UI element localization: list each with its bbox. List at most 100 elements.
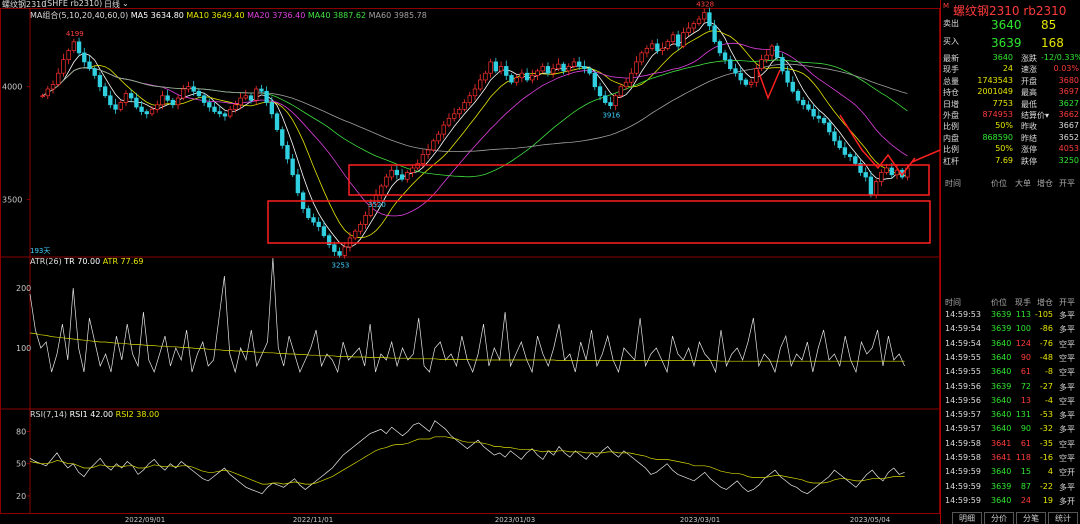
ma-line-ma20 bbox=[42, 42, 908, 217]
quote-value: 4053 bbox=[1058, 144, 1079, 154]
ticks-column-header: 增仓 bbox=[1037, 179, 1053, 188]
candle-body bbox=[420, 154, 426, 164]
candle-body bbox=[212, 106, 217, 112]
day-count-label: 193天 bbox=[30, 247, 50, 255]
candle-body bbox=[128, 93, 134, 99]
trade-row: 14:59:55 3640 61 -8 空平 bbox=[941, 367, 1080, 379]
trade-price: 3640 bbox=[991, 367, 1012, 377]
quote-label: 持仓 bbox=[943, 88, 959, 98]
candle-body bbox=[498, 66, 504, 72]
candle-body bbox=[280, 129, 285, 146]
trade-row: 14:59:53 3639 113 -105 多平 bbox=[941, 310, 1080, 322]
candle-body bbox=[462, 102, 467, 110]
trade-time: 14:59:59 bbox=[945, 495, 981, 505]
quote-value: 2001049 bbox=[977, 87, 1013, 97]
candle-body bbox=[113, 104, 118, 110]
candle-body bbox=[686, 27, 691, 33]
quote-row: 日增 7753 最低 3627 bbox=[941, 99, 1080, 111]
trade-time: 14:59:59 bbox=[945, 467, 981, 477]
candle-body bbox=[56, 72, 61, 85]
candle-body bbox=[681, 32, 686, 47]
rsi-legend-name[interactable]: RSI(7,14) bbox=[30, 410, 70, 419]
exchange-code: (SHFE rb2310) bbox=[44, 0, 103, 8]
candle-body bbox=[712, 25, 717, 42]
quote-row: 总量 1743543 开盘 3680 bbox=[941, 76, 1080, 88]
trade-type: 空平 bbox=[1059, 368, 1075, 378]
ma-line-ma5 bbox=[42, 21, 908, 248]
candle-body bbox=[545, 66, 551, 74]
trade-oi-change: 19 bbox=[1042, 495, 1053, 505]
tab-3[interactable]: 统计 bbox=[1048, 512, 1078, 524]
candle-body bbox=[550, 68, 556, 74]
candle-body bbox=[337, 251, 342, 256]
candle-body bbox=[873, 181, 879, 196]
trade-oi-change: -53 bbox=[1039, 410, 1053, 420]
trade-type: 空平 bbox=[1059, 454, 1075, 463]
trade-volume: 61 bbox=[1020, 367, 1031, 377]
quote-label: 比例 bbox=[943, 122, 959, 132]
trade-oi-change: -8 bbox=[1045, 367, 1053, 377]
candle-body bbox=[368, 203, 373, 216]
quote-row: 杠杆 7.69 跌停 3250 bbox=[941, 156, 1080, 168]
atr-legend: ATR(26) TR 70.00 ATR 77.69 bbox=[30, 257, 143, 266]
candle-body bbox=[405, 172, 410, 180]
candle-body bbox=[102, 86, 108, 97]
trade-oi-change: -16 bbox=[1039, 453, 1053, 462]
candle-body bbox=[181, 88, 186, 99]
price-annotation: 4328 bbox=[696, 1, 714, 9]
candle-body bbox=[274, 113, 280, 130]
tab-2[interactable]: 分笔 bbox=[1016, 512, 1046, 524]
candle-body bbox=[191, 86, 196, 92]
candle-body bbox=[634, 61, 639, 74]
candle-body bbox=[332, 244, 337, 252]
candle-body bbox=[795, 90, 801, 101]
y-tick-label: 3500 bbox=[2, 196, 22, 205]
candle-body bbox=[785, 70, 790, 83]
ma-legend-name[interactable]: MA组合(5,10,20,40,60,0) bbox=[30, 11, 131, 20]
trade-row: 14:59:54 3639 100 -86 多平 bbox=[941, 324, 1080, 336]
ma-legend: MA组合(5,10,20,40,60,0) MA5 3634.80 MA10 3… bbox=[30, 10, 427, 21]
candle-body bbox=[488, 61, 493, 74]
trade-row: 14:59:57 3640 90 -32 多平 bbox=[941, 424, 1080, 436]
quote-value: 3697 bbox=[1058, 87, 1079, 97]
candle-body bbox=[238, 97, 243, 106]
quote-row: 外盘 874953 结算价▾ 3662 bbox=[941, 110, 1080, 122]
tab-0[interactable]: 明细 bbox=[952, 512, 982, 524]
candle-body bbox=[894, 169, 900, 176]
trade-oi-change: -76 bbox=[1039, 338, 1053, 348]
quote-label: 外盘 bbox=[943, 111, 959, 120]
candle-body bbox=[889, 167, 894, 176]
candle-body bbox=[134, 97, 139, 108]
ticks-column-header: 大单 bbox=[1015, 179, 1031, 188]
quote-row: 内盘 868590 昨结 3652 bbox=[941, 133, 1080, 145]
trade-price: 3639 bbox=[991, 481, 1012, 491]
candle-body bbox=[259, 88, 264, 92]
trade-time: 14:59:58 bbox=[945, 438, 981, 448]
chevron-down-icon[interactable]: ⌄ bbox=[122, 0, 129, 8]
trade-type: 多平 bbox=[1059, 325, 1075, 335]
quote-label: 结算价▾ bbox=[1021, 111, 1050, 120]
y-tick-label: 100 bbox=[16, 344, 31, 353]
trades-column-header: 增仓 bbox=[1037, 298, 1053, 307]
atr-legend-name[interactable]: ATR(26) bbox=[30, 257, 65, 266]
candle-body bbox=[118, 102, 123, 110]
quote-value: 3667 bbox=[1058, 121, 1079, 131]
candle-body bbox=[623, 81, 629, 88]
trade-volume: 90 bbox=[1020, 352, 1031, 362]
x-tick-label: 2022/11/01 bbox=[293, 516, 333, 524]
period-selector[interactable]: 日线 bbox=[104, 0, 120, 9]
trade-price: 3640 bbox=[991, 410, 1012, 420]
candle-body bbox=[306, 208, 311, 218]
candle-body bbox=[879, 172, 884, 182]
tab-1[interactable]: 分价 bbox=[984, 512, 1014, 524]
quote-value: 50% bbox=[995, 121, 1013, 131]
ma-legend-item: MA20 3736.40 bbox=[247, 11, 308, 20]
quote-label: 最高 bbox=[1021, 88, 1037, 98]
trade-row: 14:59:59 3639 87 -22 多平 bbox=[941, 482, 1080, 494]
candle-body bbox=[832, 131, 837, 142]
atr-legend-item: TR 70.00 bbox=[64, 257, 103, 266]
candle-body bbox=[196, 90, 202, 97]
candle-body bbox=[764, 54, 769, 61]
quote-value: 3680 bbox=[1058, 75, 1079, 85]
candle-body bbox=[410, 167, 415, 173]
